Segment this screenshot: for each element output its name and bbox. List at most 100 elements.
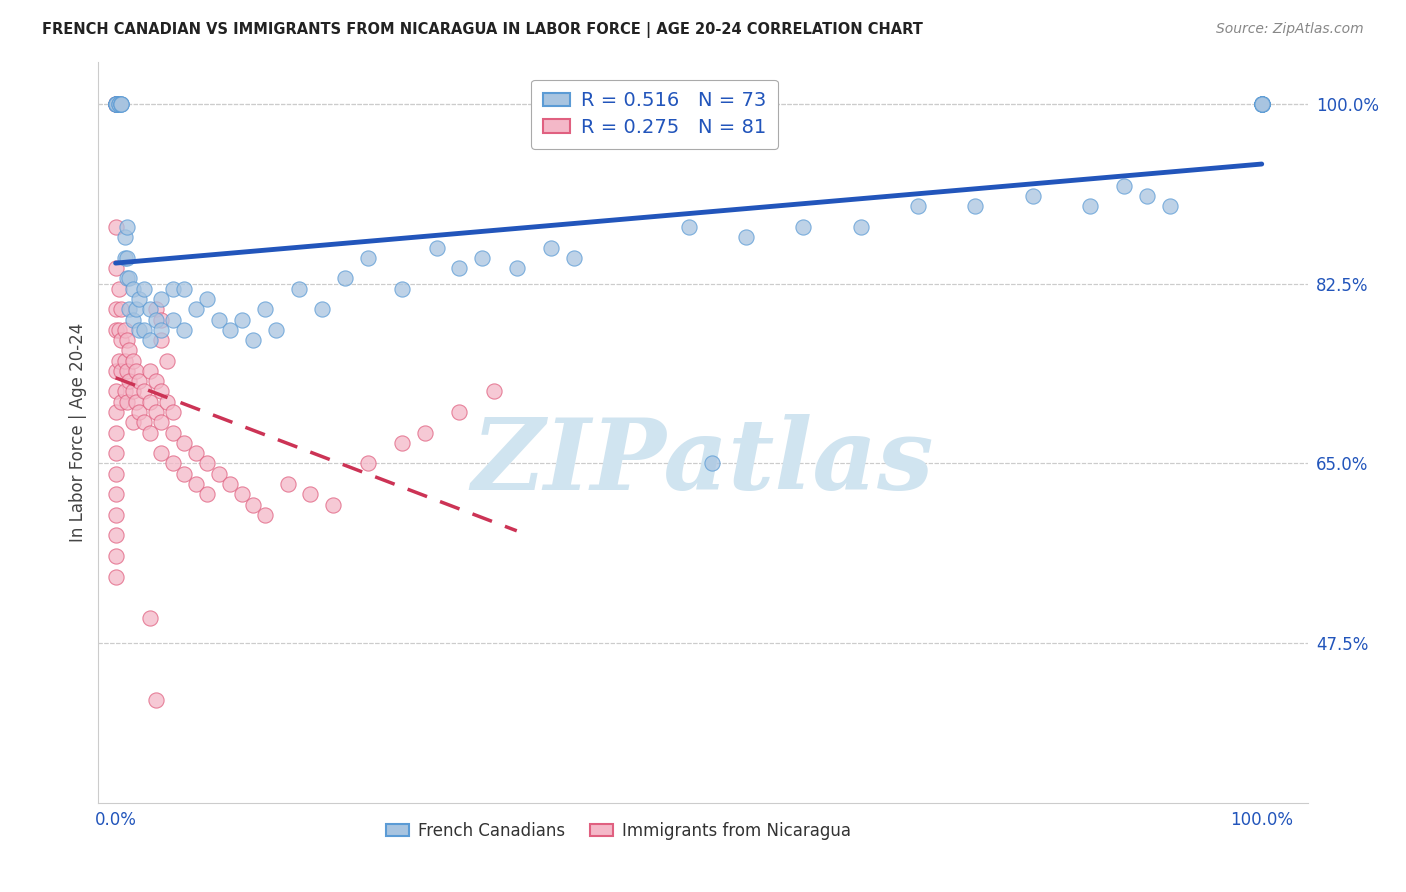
Point (104, 219, 127, 234)
Point (104, 96, 127, 111)
Point (134, 384, 156, 399)
Point (562, 251, 585, 265)
Point (139, 394, 162, 409)
Point (108, 353, 131, 368)
Point (104, 528, 127, 542)
Point (449, 261, 471, 276)
Point (792, 219, 814, 234)
Point (907, 199, 929, 213)
Point (678, 219, 700, 234)
Point (121, 282, 143, 296)
Point (139, 302, 162, 317)
Text: Source: ZipAtlas.com: Source: ZipAtlas.com (1216, 22, 1364, 37)
Point (195, 292, 218, 306)
Point (449, 405, 471, 419)
Point (150, 446, 173, 460)
Point (118, 302, 141, 317)
Point (110, 302, 132, 317)
Point (104, 364, 127, 378)
Point (134, 323, 156, 337)
Point (145, 693, 167, 707)
Point (110, 96, 132, 111)
Point (208, 312, 231, 326)
Point (156, 394, 179, 409)
Point (1136, 189, 1159, 203)
Point (104, 467, 127, 481)
Point (173, 282, 195, 296)
Point (1159, 199, 1181, 213)
Point (735, 230, 758, 244)
Point (104, 96, 127, 111)
Point (162, 282, 184, 296)
Point (104, 261, 127, 276)
Point (104, 96, 127, 111)
Point (125, 302, 148, 317)
Point (208, 467, 231, 481)
Point (118, 271, 141, 285)
Point (413, 425, 436, 440)
Point (104, 446, 127, 460)
Point (134, 415, 156, 429)
Point (139, 333, 162, 347)
Point (253, 302, 276, 317)
Point (391, 436, 413, 450)
Point (104, 96, 127, 111)
Point (110, 96, 132, 111)
Point (114, 230, 136, 244)
Point (125, 394, 148, 409)
Point (150, 292, 173, 306)
Point (311, 302, 333, 317)
Point (104, 487, 127, 501)
Point (184, 302, 207, 317)
Point (139, 425, 162, 440)
Point (139, 611, 162, 625)
Point (139, 364, 162, 378)
Point (145, 405, 167, 419)
Point (333, 271, 356, 285)
Point (104, 96, 127, 111)
Point (506, 261, 529, 276)
Point (219, 477, 242, 491)
Point (110, 394, 132, 409)
Text: ZIPatlas: ZIPatlas (472, 414, 934, 510)
Point (104, 96, 127, 111)
Point (849, 219, 872, 234)
Point (104, 96, 127, 111)
Y-axis label: In Labor Force | Age 20-24: In Labor Force | Age 20-24 (69, 323, 87, 542)
Point (115, 271, 138, 285)
Point (1250, 96, 1272, 111)
Point (253, 508, 276, 522)
Point (114, 251, 136, 265)
Point (150, 415, 173, 429)
Point (104, 405, 127, 419)
Point (145, 302, 167, 317)
Legend: French Canadians, Immigrants from Nicaragua: French Canadians, Immigrants from Nicara… (380, 815, 858, 847)
Point (540, 241, 562, 255)
Point (162, 312, 184, 326)
Point (104, 302, 127, 317)
Point (162, 405, 184, 419)
Point (288, 282, 311, 296)
Point (700, 457, 723, 471)
Point (482, 384, 505, 399)
Text: FRENCH CANADIAN VS IMMIGRANTS FROM NICARAGUA IN LABOR FORCE | AGE 20-24 CORRELAT: FRENCH CANADIAN VS IMMIGRANTS FROM NICAR… (42, 22, 924, 38)
Point (108, 323, 131, 337)
Point (114, 323, 136, 337)
Point (121, 415, 143, 429)
Point (114, 353, 136, 368)
Point (195, 487, 218, 501)
Point (162, 425, 184, 440)
Point (125, 364, 148, 378)
Point (110, 364, 132, 378)
Point (104, 323, 127, 337)
Point (1250, 96, 1272, 111)
Point (108, 282, 131, 296)
Point (145, 312, 167, 326)
Point (104, 96, 127, 111)
Point (118, 374, 141, 388)
Point (173, 436, 195, 450)
Point (231, 487, 253, 501)
Point (110, 96, 132, 111)
Point (1250, 96, 1272, 111)
Point (1250, 96, 1272, 111)
